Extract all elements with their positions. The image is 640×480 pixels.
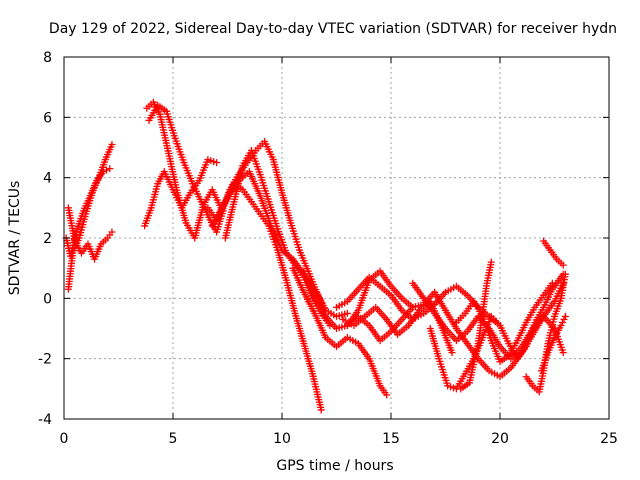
series-track-2	[64, 140, 116, 293]
data-point	[559, 261, 567, 269]
data-point	[213, 159, 221, 167]
x-tick-label: 15	[382, 431, 400, 447]
data-marks	[62, 98, 569, 414]
y-tick-label: 8	[43, 50, 52, 66]
x-axis-label: GPS time / hours	[276, 458, 393, 474]
axis-ticks: 0 5 10 15 20 25 -4 -2 0 2 4 6 8	[38, 50, 618, 447]
data-point	[108, 140, 116, 148]
x-tick-label: 10	[273, 431, 291, 447]
data-point-interp	[558, 318, 566, 326]
x-tick-label: 5	[169, 431, 178, 447]
grid	[64, 57, 609, 419]
series-track-18	[452, 279, 556, 366]
y-axis-label: SDTVAR / TECUs	[7, 181, 23, 296]
series-track-19	[457, 258, 495, 393]
data-point	[561, 312, 569, 320]
data-point	[317, 406, 325, 414]
data-point-interp	[560, 315, 568, 323]
data-point	[559, 349, 567, 357]
data-point	[548, 279, 556, 287]
data-point	[561, 270, 569, 278]
series-track-10	[221, 147, 334, 329]
series-track-5	[145, 101, 227, 236]
data-point	[448, 349, 456, 357]
y-tick-label: 2	[43, 231, 52, 247]
x-tick-label: 20	[491, 431, 509, 447]
series-track-11	[289, 264, 391, 399]
data-point	[487, 258, 495, 266]
y-tick-label: -4	[38, 412, 52, 428]
data-point	[343, 309, 351, 317]
series-track-6	[141, 156, 221, 230]
y-tick-label: 4	[43, 171, 52, 187]
y-tick-label: 6	[43, 110, 52, 126]
chart-title: Day 129 of 2022, Sidereal Day-to-day VTE…	[49, 21, 617, 37]
data-point	[108, 228, 116, 236]
y-tick-label: 0	[43, 291, 52, 307]
data-point	[557, 321, 565, 329]
series-track-3	[64, 204, 116, 263]
series-track-17	[426, 270, 567, 393]
data-point	[106, 165, 114, 173]
y-tick-label: -2	[38, 352, 52, 368]
x-tick-label: 25	[600, 431, 618, 447]
x-tick-label: 0	[60, 431, 69, 447]
series-track-22	[540, 237, 567, 269]
data-point	[383, 391, 391, 399]
series-track-21	[537, 312, 569, 375]
